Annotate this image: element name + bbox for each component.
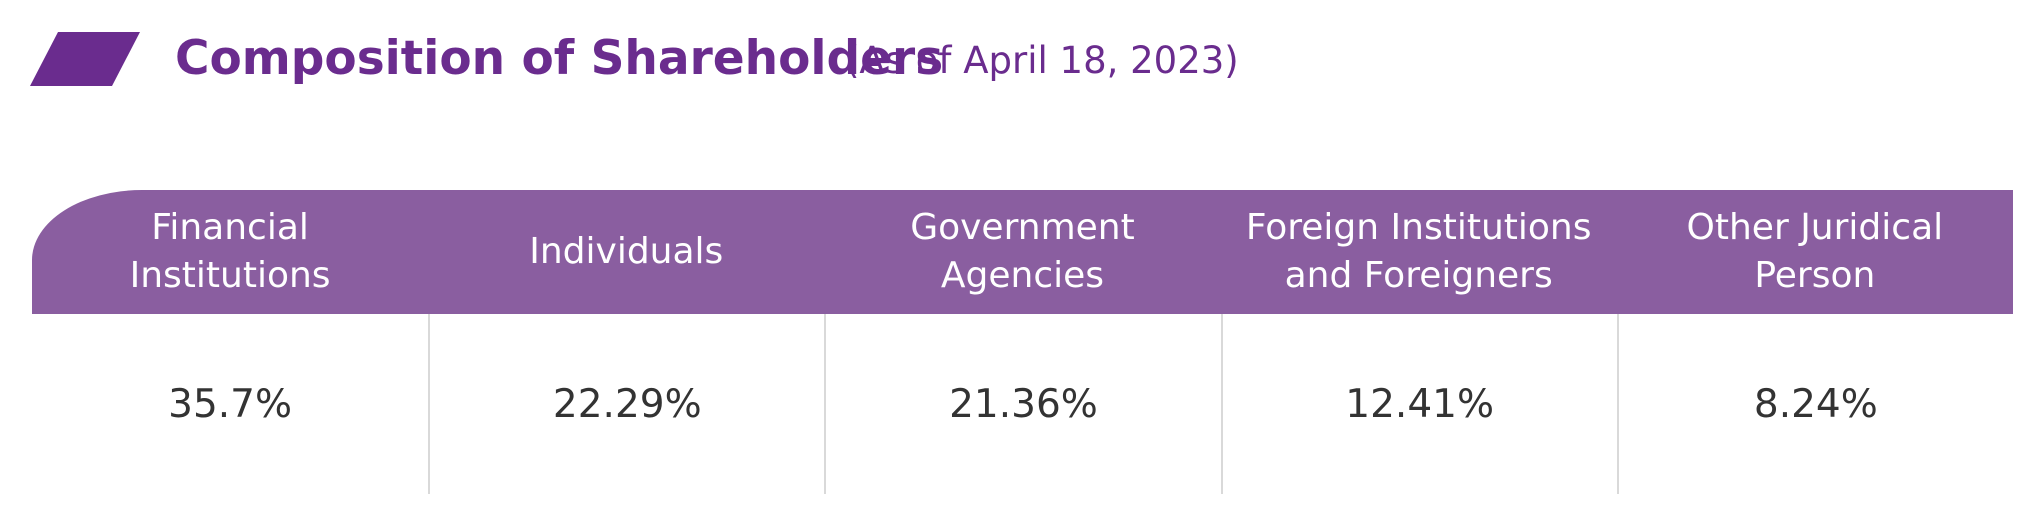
value-financial-institutions: 35.7% [168, 381, 293, 427]
header-financial-institutions: Financial Institutions [129, 207, 331, 296]
value-other-juridical-person: 8.24% [1616, 314, 2013, 494]
parallelogram-icon [30, 32, 140, 86]
page-subtitle: (As of April 18, 2023) [845, 39, 1239, 82]
header-government-agencies: Government Agencies [910, 207, 1135, 296]
table-value-row: 35.7% 22.29% 21.36% 12.41% 8.24% [32, 314, 2013, 494]
page-title: Composition of Shareholders [175, 31, 944, 86]
header-individuals: Individuals [529, 231, 724, 272]
table-header-row: Financial Institutions Individuals Gover… [32, 190, 2013, 314]
value-government-agencies: 21.36% [824, 314, 1220, 494]
shareholder-table: Financial Institutions Individuals Gover… [32, 190, 2013, 494]
header-foreign-institutions: Foreign Institutions and Foreigners [1245, 207, 1592, 296]
value-foreign-institutions: 12.41% [1220, 314, 1617, 494]
header-other-juridical-person: Other Juridical Person [1686, 207, 1944, 296]
value-individuals: 22.29% [428, 314, 824, 494]
